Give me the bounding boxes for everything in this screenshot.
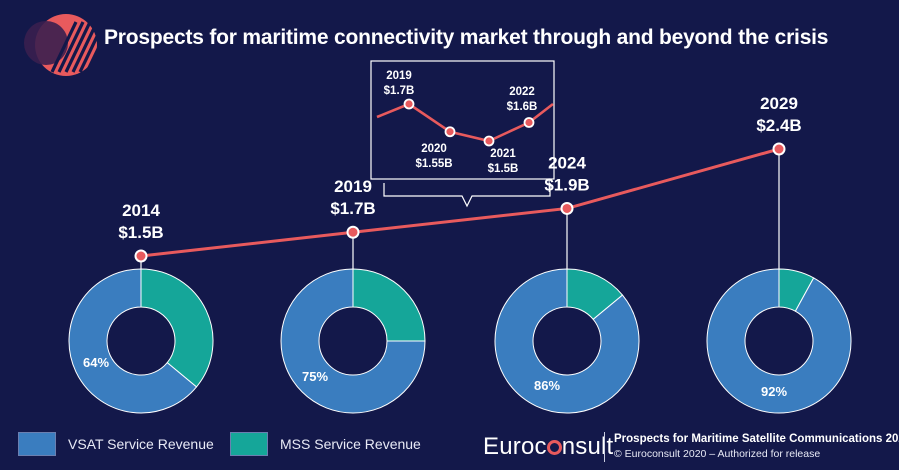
logo-text-end: nsult — [561, 433, 614, 460]
point-2019 — [346, 225, 360, 239]
inset-value-2021: $1.5B — [488, 163, 519, 175]
inset-line-layer: 2019 $1.7B 2020 $1.55B 2021 $1.5B 2022 $1.6B — [376, 70, 554, 175]
euroconsult-stripes-logo-icon — [24, 14, 113, 76]
legend-item-vsat: VSAT Service Revenue — [18, 432, 214, 456]
logo-back-circle — [24, 21, 68, 65]
legend-swatch-mss — [230, 432, 268, 456]
footer-copyright: © Euroconsult 2020 – Authorized for rele… — [614, 448, 821, 460]
logo-stripe — [78, 21, 106, 73]
point-2014 — [134, 249, 148, 263]
donut-2029: 92% — [706, 268, 852, 414]
logo-text-start: Euroc — [483, 433, 547, 460]
inset-year-2021: 2021 — [490, 148, 516, 160]
inset-point-2019 — [403, 98, 415, 110]
logo-stripe — [50, 21, 78, 73]
slice-mss-2014 — [140, 268, 214, 388]
inset-value-2019: $1.7B — [384, 85, 415, 97]
logo-stripe — [64, 21, 92, 73]
main-series-line — [140, 147, 780, 258]
main-line-layer: 2014 $1.5B 2019 $1.7B 2024 $1.9B 2029 $2.4B — [118, 94, 802, 270]
slice-vsat-2019 — [280, 268, 426, 414]
value-label-2029: $2.4B — [756, 116, 801, 135]
slice-vsat-2029 — [706, 268, 852, 414]
year-label-2019: 2019 — [334, 177, 372, 196]
point-2029 — [772, 142, 786, 156]
value-label-2014: $1.5B — [118, 223, 163, 242]
inset-year-2022: 2022 — [509, 86, 535, 98]
inset-value-2022: $1.6B — [507, 101, 538, 113]
inset-point-2021 — [483, 135, 495, 147]
value-label-2019: $1.7B — [330, 199, 375, 218]
legend-item-mss: MSS Service Revenue — [230, 432, 421, 456]
inset-point-2020 — [444, 126, 456, 138]
inset-frame — [370, 60, 555, 180]
donut-2019: 75% — [280, 268, 426, 414]
year-label-2024: 2024 — [548, 153, 586, 172]
legend-label-vsat: VSAT Service Revenue — [68, 436, 214, 452]
logo-o-ring-icon — [546, 440, 562, 455]
legend-label-mss: MSS Service Revenue — [280, 436, 421, 452]
footer-text: Prospects for Maritime Satellite Communi… — [614, 433, 899, 460]
donut-2024: 86% — [494, 268, 640, 414]
slice-mss-2019 — [352, 268, 426, 342]
value-label-2024: $1.9B — [544, 175, 589, 194]
inset-value-2020: $1.55B — [415, 158, 452, 170]
euroconsult-logo: Euroc nsult — [483, 433, 613, 461]
vsat-pct-label-2024: 86% — [534, 378, 560, 393]
year-label-2029: 2029 — [760, 94, 798, 113]
logo-stripe — [57, 21, 85, 73]
inset-year-2020: 2020 — [421, 143, 447, 155]
vsat-pct-label-2019: 75% — [302, 369, 328, 384]
inset-point-2022 — [523, 117, 535, 128]
donut-layer: 64% 75% 86% 92% — [68, 268, 852, 414]
slice-vsat-2014 — [68, 268, 198, 414]
footer-report-title: Prospects for Maritime Satellite Communi… — [614, 433, 899, 445]
donut-2014: 64% — [68, 268, 214, 414]
logo-stripe — [85, 21, 113, 73]
logo-stripes — [50, 21, 113, 73]
vsat-pct-label-2014: 64% — [83, 355, 109, 370]
chart-title: Prospects for maritime connectivity mark… — [104, 26, 829, 49]
point-2024 — [560, 201, 574, 215]
inset-year-2019: 2019 — [386, 70, 412, 82]
slice-vsat-2024 — [494, 268, 640, 414]
footer-divider — [604, 432, 605, 462]
inset-box — [370, 60, 555, 208]
year-label-2014: 2014 — [122, 201, 160, 220]
inset-bracket — [383, 183, 551, 208]
legend-swatch-vsat — [18, 432, 56, 456]
logo-stripe — [71, 21, 99, 73]
vsat-pct-label-2029: 92% — [761, 384, 787, 399]
